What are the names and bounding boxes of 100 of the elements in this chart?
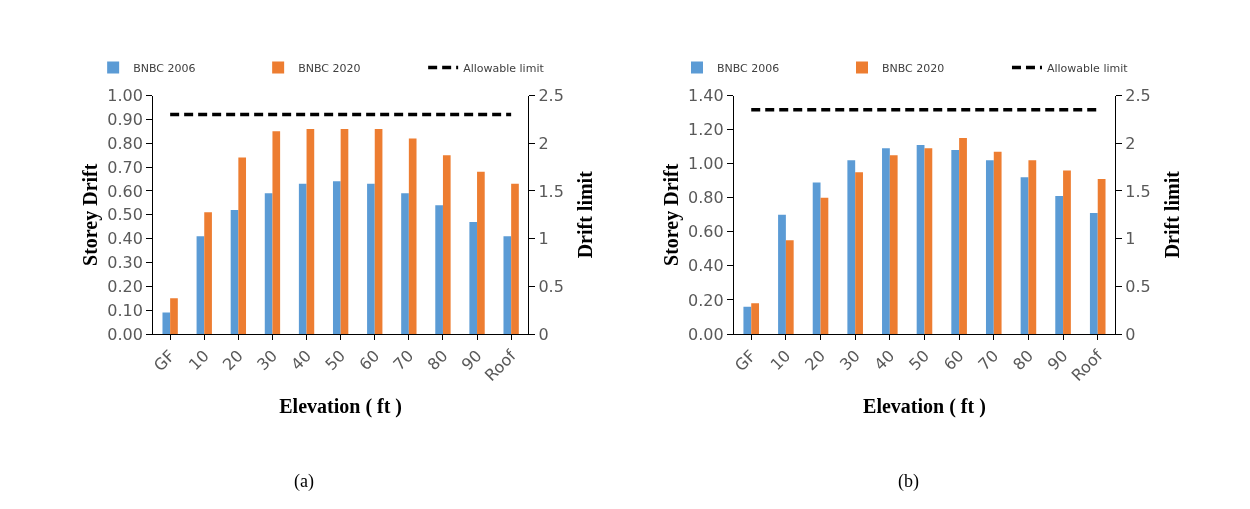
y2-tick-label: 2 <box>1125 133 1136 153</box>
y2-tick-label: 0 <box>1125 324 1136 344</box>
y-axis-title: Storey Drift <box>78 163 102 266</box>
y2-axis-title: Drift limit <box>574 170 597 259</box>
y2-tick-label: 0 <box>538 324 549 344</box>
bar <box>511 183 519 334</box>
y2-tick-label: 2.5 <box>1125 86 1151 106</box>
bar <box>340 128 349 334</box>
x-tick-label: GF <box>149 346 179 375</box>
x-tick-label: 70 <box>389 346 418 375</box>
y2-tick-label: 1.5 <box>1125 181 1151 201</box>
bar <box>751 303 760 334</box>
y-tick-label: 0.20 <box>107 276 143 296</box>
bar <box>785 240 794 334</box>
x-tick-label: 60 <box>939 346 968 375</box>
x-tick-label: 50 <box>905 346 933 375</box>
y-tick-label: 0.90 <box>107 109 143 129</box>
x-tick-label: 80 <box>1009 346 1037 375</box>
y-tick-label: 0.60 <box>107 181 143 201</box>
bar <box>916 144 925 334</box>
bar <box>367 183 375 334</box>
y-tick-label: 1.20 <box>688 120 724 140</box>
bar <box>924 148 933 334</box>
bar <box>469 221 478 334</box>
bar <box>408 138 417 334</box>
bar <box>743 306 752 334</box>
y-tick-label: 0.20 <box>688 290 724 310</box>
y2-tick-label: 0.5 <box>1125 276 1151 296</box>
legend-label: BNBC 2020 <box>298 61 361 75</box>
bar <box>855 172 863 334</box>
bar <box>196 236 205 334</box>
x-tick-label: 10 <box>766 346 795 375</box>
y-tick-label: 0.00 <box>107 324 143 344</box>
bar <box>503 236 512 334</box>
bar <box>1063 170 1071 334</box>
bar <box>951 150 960 334</box>
bar <box>882 148 890 334</box>
y-tick-label: 0.30 <box>107 253 143 273</box>
x-tick-label: 30 <box>835 346 864 375</box>
bar <box>162 312 171 334</box>
bar <box>985 160 994 334</box>
bar <box>889 155 898 334</box>
bar <box>847 160 856 334</box>
y2-tick-label: 0.5 <box>538 276 564 296</box>
bar <box>959 138 967 334</box>
y-tick-label: 1.40 <box>688 86 724 106</box>
y-tick-label: 0.80 <box>688 188 724 208</box>
x-axis-title: Elevation ( ft ) <box>863 395 986 419</box>
y2-tick-label: 1 <box>538 229 549 249</box>
bar <box>820 197 829 334</box>
bar <box>477 171 485 334</box>
legend-label: BNBC 2006 <box>133 61 196 75</box>
y-tick-label: 0.40 <box>107 229 143 249</box>
text: (b) <box>898 471 919 492</box>
bar <box>442 155 451 334</box>
legend-label: Allowable limit <box>463 61 545 75</box>
bar <box>306 128 315 334</box>
bar <box>1055 196 1064 334</box>
y-tick-label: 0.70 <box>107 157 143 177</box>
bar <box>1020 177 1029 334</box>
bar <box>1028 160 1037 334</box>
x-tick-label: 80 <box>423 346 452 375</box>
bar <box>812 182 821 334</box>
x-tick-label: 20 <box>219 346 247 375</box>
bar <box>298 183 307 334</box>
y2-tick-label: 2 <box>538 133 549 153</box>
bar <box>264 193 273 334</box>
bar <box>374 128 383 334</box>
bar <box>204 212 212 334</box>
x-tick-label: 20 <box>801 346 830 375</box>
x-tick-label: 10 <box>184 346 213 375</box>
y-tick-label: 0.60 <box>688 222 724 242</box>
legend-label: BNBC 2020 <box>881 61 945 75</box>
y-tick-label: 1.00 <box>107 86 143 106</box>
x-tick-label: 90 <box>1043 346 1072 375</box>
bar <box>332 181 341 334</box>
x-tick-label: GF <box>731 346 760 375</box>
y-tick-label: 0.50 <box>107 205 143 225</box>
text: (a) <box>294 471 314 492</box>
x-tick-label: 40 <box>287 346 316 375</box>
legend-label: BNBC 2006 <box>716 61 780 75</box>
y2-axis-title: Drift limit <box>1161 170 1184 259</box>
bar <box>401 193 409 334</box>
bar <box>230 209 239 334</box>
bar <box>1097 178 1106 334</box>
bar <box>778 214 786 334</box>
y2-tick-label: 1.5 <box>538 181 564 201</box>
x-tick-label: 40 <box>870 346 899 375</box>
y-tick-label: 1.00 <box>688 154 724 174</box>
y-tick-label: 0.00 <box>688 324 724 344</box>
x-tick-label: 70 <box>974 346 1003 375</box>
y-tick-label: 0.80 <box>107 133 143 153</box>
x-tick-label: 30 <box>253 346 281 375</box>
x-axis-title: Elevation ( ft ) <box>279 395 403 419</box>
bar <box>170 298 178 334</box>
bar <box>1089 213 1098 334</box>
bar <box>435 205 443 334</box>
y-tick-label: 0.10 <box>107 300 143 320</box>
y-tick-label: 0.40 <box>688 256 724 276</box>
y2-tick-label: 2.5 <box>538 86 564 106</box>
